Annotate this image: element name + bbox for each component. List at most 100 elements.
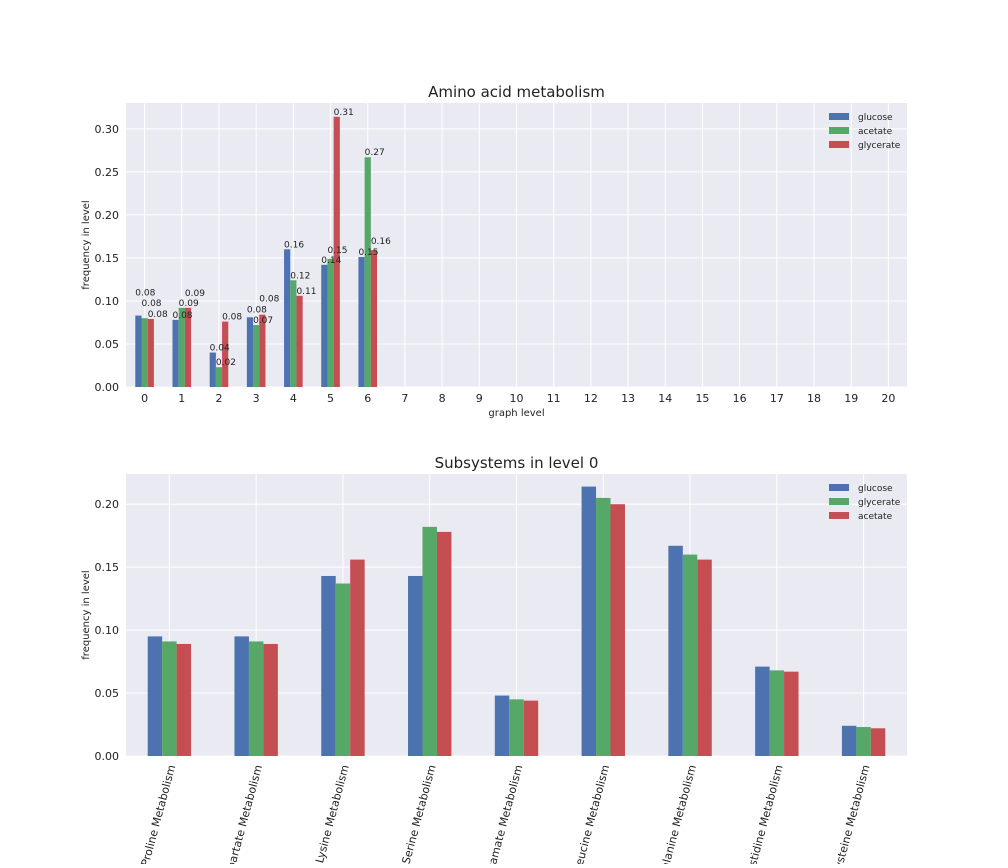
data-label: 0.08 xyxy=(247,305,267,315)
legend: glucose glycerate acetate xyxy=(829,484,901,522)
bar-glucose xyxy=(284,249,291,387)
y-tick-label: 0.00 xyxy=(95,381,120,394)
data-label: 0.08 xyxy=(259,295,279,305)
bar-glycerate xyxy=(509,699,524,756)
x-tick-label: 18 xyxy=(807,392,821,405)
y-tick-label: 0.20 xyxy=(95,498,120,511)
bar-glycerate xyxy=(222,321,229,387)
bar-glucose xyxy=(841,725,857,756)
x-tick-label: 15 xyxy=(695,392,709,405)
x-tick-label: 5 xyxy=(327,392,334,405)
data-label: 0.27 xyxy=(365,148,385,158)
x-tick-label: 4 xyxy=(290,392,297,405)
chart-title: Subsystems in level 0 xyxy=(435,454,599,472)
x-tick-label: 16 xyxy=(733,392,747,405)
bar-acetate xyxy=(364,157,371,387)
bar-glucose xyxy=(755,666,770,756)
x-tick-label: 14 xyxy=(658,392,672,405)
data-label: 0.08 xyxy=(222,313,242,323)
x-tick-label: 10 xyxy=(510,392,524,405)
legend-swatch-glycerate xyxy=(829,498,849,505)
bar-acetate xyxy=(290,280,297,387)
bar-glycerate xyxy=(333,116,340,387)
bar-glycerate xyxy=(296,295,303,387)
y-tick-label: 0.25 xyxy=(95,166,120,179)
bar-acetate xyxy=(215,367,223,387)
bar-acetate xyxy=(870,728,886,756)
bar-glycerate xyxy=(769,670,785,756)
data-label: 0.31 xyxy=(334,108,354,118)
bar-acetate xyxy=(697,559,712,756)
bar-glucose xyxy=(209,352,216,387)
x-tick-label: ysteine Metabolism xyxy=(832,763,872,864)
legend-swatch-glucose xyxy=(829,484,849,491)
bar-glycerate xyxy=(162,641,177,756)
bar-acetate xyxy=(350,559,365,756)
data-label: 0.02 xyxy=(216,358,236,368)
x-tick-label: 11 xyxy=(547,392,561,405)
bar-glucose xyxy=(668,545,683,756)
data-label: 0.08 xyxy=(135,289,155,299)
y-axis-label: frequency in level xyxy=(81,570,92,659)
y-tick-label: 0.20 xyxy=(95,209,120,222)
chart-0: 0.000.050.100.150.200.250.300 1 2 3 4 5 6 7 8 9 10… xyxy=(81,83,907,419)
legend-label: glycerate xyxy=(858,141,901,151)
x-tick-label: 7 xyxy=(401,392,408,405)
x-tick-label: Lysine Metabolism xyxy=(313,763,352,864)
bar-acetate xyxy=(784,671,799,756)
data-label: 0.16 xyxy=(284,240,304,250)
x-tick-label: alanine Metabolism xyxy=(659,763,699,864)
y-axis-label: frequency in level xyxy=(81,200,92,289)
y-tick-label: 0.10 xyxy=(95,295,120,308)
x-tick-label: Serine Metabolism xyxy=(400,763,439,864)
bar-glucose xyxy=(321,264,328,387)
y-tick-label: 0.05 xyxy=(95,338,120,351)
legend-swatch-acetate xyxy=(829,127,849,134)
bar-glucose xyxy=(581,486,597,756)
data-label: 0.09 xyxy=(185,289,205,299)
x-tick-label: istidine Metabolism xyxy=(745,763,785,864)
y-tick-label: 0.00 xyxy=(95,750,120,763)
legend-label: glucose xyxy=(858,113,893,123)
bar-glucose xyxy=(234,636,249,756)
x-tick-label: 9 xyxy=(476,392,483,405)
x-tick-label: 13 xyxy=(621,392,635,405)
y-tick-label: 0.15 xyxy=(95,252,120,265)
x-axis-label: graph level xyxy=(488,408,544,419)
x-tick-label: partate Metabolism xyxy=(225,763,265,864)
legend-label: acetate xyxy=(858,127,893,137)
chart-1: 0.00 0.05 0.10 0.15 0.20 Proline Metabolism pa… xyxy=(81,454,907,868)
x-tick-label: 20 xyxy=(881,392,895,405)
bar-glucose xyxy=(408,575,423,756)
bar-glucose xyxy=(321,575,336,756)
bar-glycerate xyxy=(596,497,611,756)
data-label: 0.16 xyxy=(371,237,391,247)
bar-glycerate xyxy=(248,641,264,756)
bar-acetate xyxy=(178,307,185,387)
data-label: 0.07 xyxy=(253,316,273,326)
data-label: 0.14 xyxy=(321,256,341,266)
bar-glycerate xyxy=(147,319,154,387)
chart-title: Amino acid metabolism xyxy=(428,83,605,101)
y-tick-label: 0.15 xyxy=(95,561,120,574)
legend-swatch-glycerate xyxy=(829,141,849,148)
bar-glycerate xyxy=(184,307,192,387)
x-tick-label: tamate Metabolism xyxy=(485,763,525,864)
bar-glucose xyxy=(147,636,163,756)
y-tick-label: 0.30 xyxy=(95,123,120,136)
bar-acetate xyxy=(263,643,278,756)
x-tick-label: 0 xyxy=(141,392,148,405)
bar-glycerate xyxy=(422,526,437,756)
legend-swatch-acetate xyxy=(829,512,849,519)
bar-acetate xyxy=(327,258,334,387)
x-tick-label: 12 xyxy=(584,392,598,405)
bar-glucose xyxy=(172,319,179,387)
data-label: 0.15 xyxy=(327,246,347,256)
bar-acetate xyxy=(253,325,260,387)
bar-acetate xyxy=(176,643,192,756)
x-tick-label: 3 xyxy=(253,392,260,405)
x-tick-label: leucine Metabolism xyxy=(572,763,612,864)
bar-glucose xyxy=(494,695,510,756)
data-label: 0.09 xyxy=(179,299,199,309)
data-label: 0.08 xyxy=(172,311,192,321)
